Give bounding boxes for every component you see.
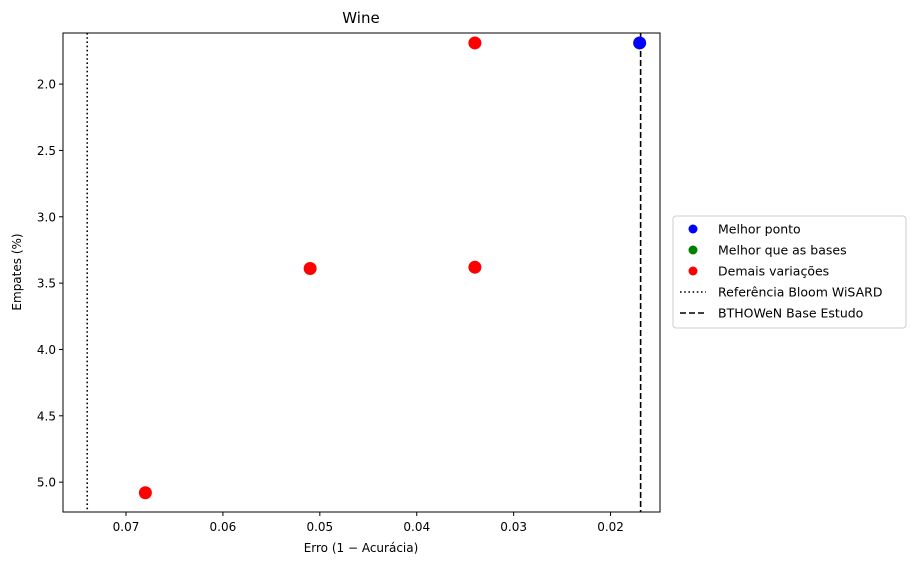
plot-area [86, 33, 647, 512]
legend-label: Melhor que as bases [718, 243, 847, 258]
y-tick-label: 4.0 [37, 343, 56, 357]
y-tick-label: 3.0 [37, 210, 56, 224]
y-tick-label: 5.0 [37, 476, 56, 490]
legend-marker [688, 266, 698, 276]
legend-marker [688, 224, 698, 234]
x-axis-label: Erro (1 − Acurácia) [304, 541, 419, 555]
scatter-point [138, 486, 152, 500]
scatter-point [303, 262, 317, 276]
legend-label: Demais variações [718, 264, 829, 279]
x-tick-label: 0.04 [403, 520, 430, 534]
x-tick-label: 0.03 [500, 520, 527, 534]
legend: Melhor ponto Melhor que as bases Demais va… [672, 215, 907, 329]
x-tick-label: 0.05 [306, 520, 333, 534]
x-tick-label: 0.07 [113, 520, 140, 534]
legend-label: Referência Bloom WiSARD [718, 285, 882, 300]
scatter-point [633, 36, 647, 50]
legend-label: BTHOWeN Base Estudo [718, 306, 863, 321]
y-tick-label: 4.5 [37, 409, 56, 423]
y-tick-label: 3.5 [37, 277, 56, 291]
legend-label: Melhor ponto [718, 222, 801, 237]
plot-frame [62, 32, 661, 513]
chart-title: Wine [342, 9, 379, 27]
y-axis-label: Empates (%) [10, 233, 24, 310]
x-tick-label: 0.02 [597, 520, 624, 534]
scatter-point [468, 36, 482, 50]
legend-frame [672, 215, 907, 329]
y-tick-label: 2.0 [37, 78, 56, 92]
y-tick-label: 2.5 [37, 144, 56, 158]
scatter-point [468, 260, 482, 274]
x-tick-label: 0.06 [210, 520, 237, 534]
legend-marker [688, 245, 698, 255]
